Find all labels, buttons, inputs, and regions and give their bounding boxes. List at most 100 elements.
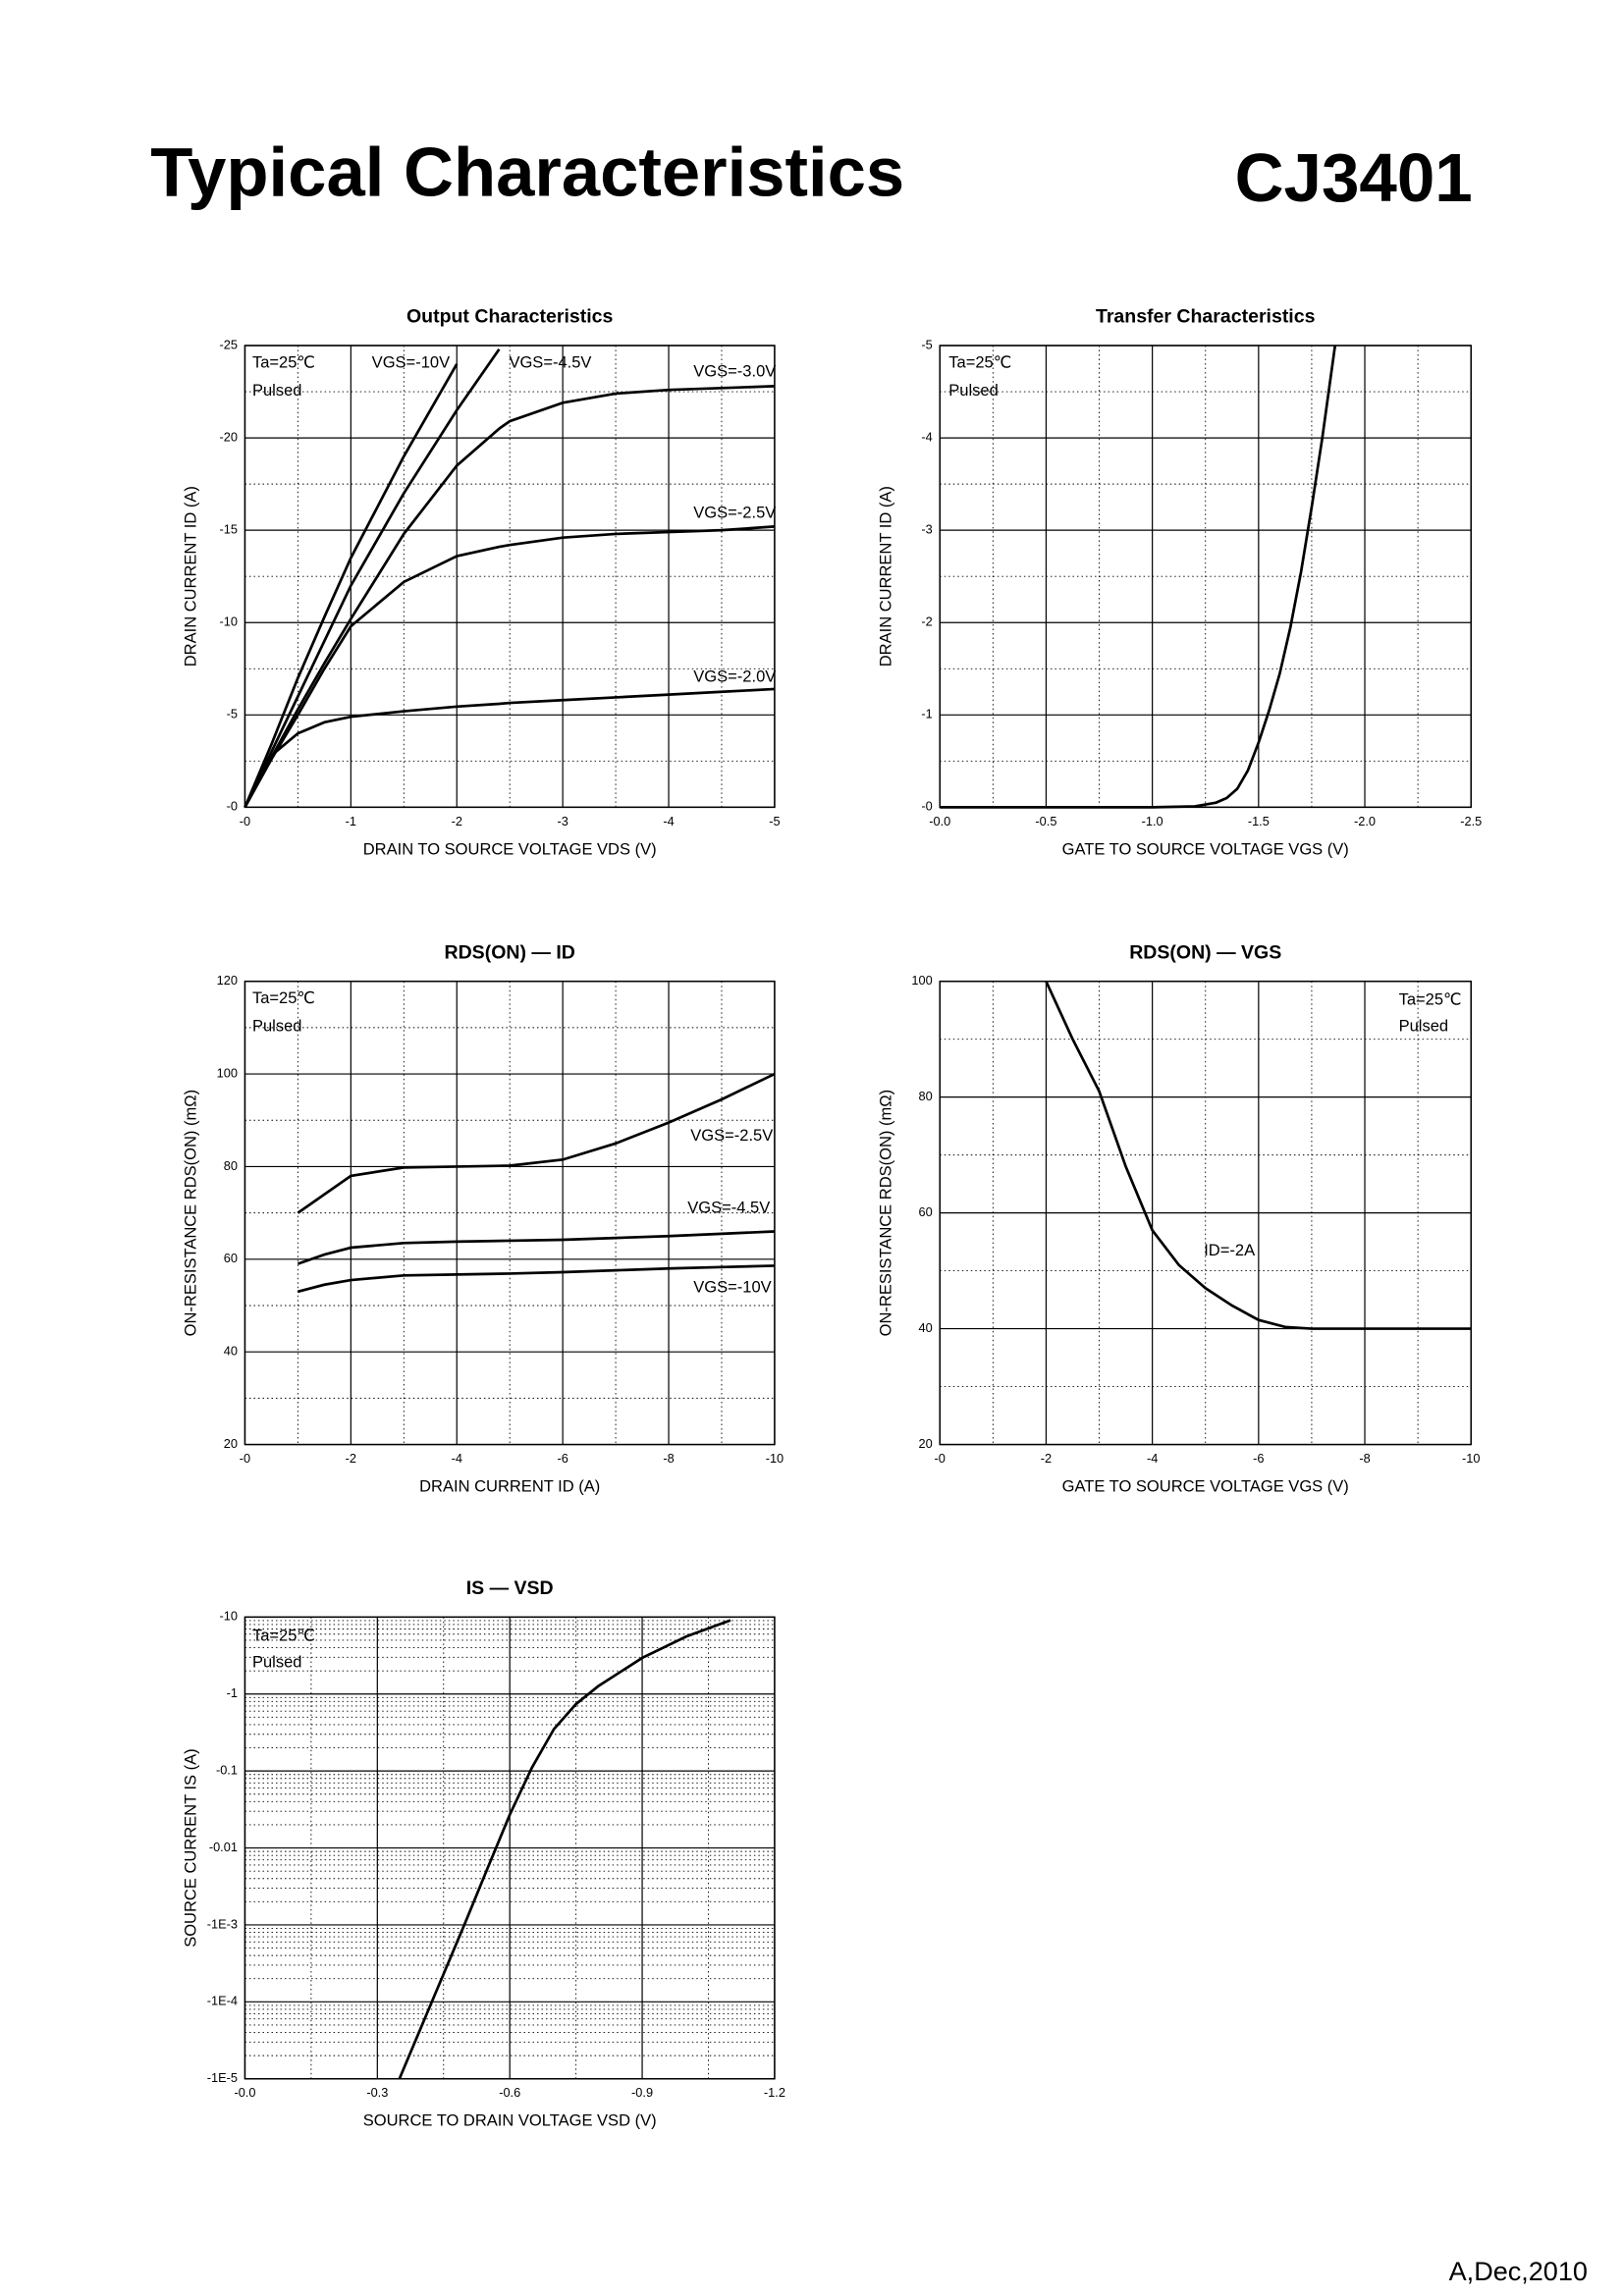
x-tick-label: -1 xyxy=(346,814,356,828)
x-tick-label: -10 xyxy=(1462,1451,1480,1466)
curve-label: VGS=-4.5V xyxy=(687,1198,770,1216)
x-tick-label: -0.5 xyxy=(1035,814,1056,828)
x-tick-label: -0.6 xyxy=(499,2085,520,2100)
x-tick-label: -0 xyxy=(240,814,250,828)
y-tick-label: -2 xyxy=(921,614,932,629)
x-tick-label: -0.0 xyxy=(234,2085,255,2100)
x-tick-label: -10 xyxy=(766,1451,784,1466)
annotation: Ta=25℃ xyxy=(252,352,315,371)
curve-label: VGS=-2.5V xyxy=(693,504,776,522)
data-line xyxy=(243,348,501,808)
y-tick-label: -1 xyxy=(921,707,932,721)
x-tick-label: -2 xyxy=(452,814,462,828)
curve-label: VGS=-2.0V xyxy=(693,667,776,685)
y-axis-label: DRAIN CURRENT ID (A) xyxy=(876,486,894,667)
x-tick-label: -2.0 xyxy=(1354,814,1376,828)
y-tick-label: -1E-4 xyxy=(207,1994,238,2008)
y-axis-label: DRAIN CURRENT ID (A) xyxy=(182,486,200,667)
x-tick-label: -4 xyxy=(1147,1451,1158,1466)
x-tick-label: -0 xyxy=(240,1451,250,1466)
x-tick-label: -3 xyxy=(557,814,568,828)
annotation: Pulsed xyxy=(252,1652,302,1671)
x-tick-label: -8 xyxy=(1359,1451,1370,1466)
y-tick-label: -10 xyxy=(219,614,237,629)
page-title: Typical Characteristics xyxy=(150,133,904,210)
y-tick-label: 20 xyxy=(919,1436,933,1451)
chart-title: Output Characteristics xyxy=(406,306,614,328)
x-tick-label: -6 xyxy=(557,1451,568,1466)
chart-title: IS — VSD xyxy=(466,1577,554,1599)
x-tick-label: -4 xyxy=(663,814,674,828)
plot-frame xyxy=(243,345,776,809)
revision-footer: A,Dec,2010 xyxy=(1449,2257,1588,2286)
data-line xyxy=(243,525,776,809)
curve-label: VGS=-4.5V xyxy=(509,352,591,371)
y-tick-label: 100 xyxy=(217,1065,238,1080)
curve-label: VGS=-10V xyxy=(372,352,450,371)
chart-title: RDS(ON) — ID xyxy=(445,941,575,963)
data-line xyxy=(243,687,776,808)
x-tick-label: -0 xyxy=(935,1451,946,1466)
y-tick-label: 100 xyxy=(911,973,932,988)
y-tick-label: -0.1 xyxy=(216,1763,238,1778)
x-axis-label: SOURCE TO DRAIN VOLTAGE VSD (V) xyxy=(363,2111,657,2130)
plot-frame xyxy=(939,980,1472,1446)
data-line xyxy=(297,1230,775,1265)
y-tick-label: -10 xyxy=(219,1609,237,1624)
curve-label: ID=-2A xyxy=(1204,1241,1255,1259)
y-axis-label: ON-RESISTANCE RDS(ON) (mΩ) xyxy=(182,1090,200,1337)
x-tick-label: -0.0 xyxy=(929,814,950,828)
y-tick-label: -4 xyxy=(921,429,932,444)
y-tick-label: -5 xyxy=(227,707,238,721)
data-line xyxy=(243,363,459,808)
y-tick-label: -1E-5 xyxy=(207,2070,238,2085)
x-tick-label: -8 xyxy=(663,1451,674,1466)
y-tick-label: 60 xyxy=(919,1204,933,1219)
x-tick-label: -6 xyxy=(1253,1451,1264,1466)
plot-frame xyxy=(939,345,1472,809)
annotation: Pulsed xyxy=(252,1017,302,1036)
y-tick-label: -20 xyxy=(219,429,237,444)
x-tick-label: -1.2 xyxy=(764,2085,785,2100)
x-tick-label: -2.5 xyxy=(1460,814,1482,828)
data-line xyxy=(398,1619,731,2080)
y-tick-label: 20 xyxy=(224,1436,238,1451)
x-axis-label: DRAIN CURRENT ID (A) xyxy=(419,1476,600,1495)
y-tick-label: -1E-3 xyxy=(207,1916,238,1931)
x-tick-label: -0.9 xyxy=(631,2085,653,2100)
y-tick-label: -15 xyxy=(219,522,237,537)
chart-title: RDS(ON) — VGS xyxy=(1129,941,1281,963)
x-tick-label: -1.0 xyxy=(1142,814,1163,828)
y-axis-label: SOURCE CURRENT IS (A) xyxy=(182,1748,200,1948)
y-tick-label: 60 xyxy=(224,1251,238,1265)
y-tick-label: -25 xyxy=(219,337,237,351)
y-tick-label: -5 xyxy=(921,337,932,351)
annotation: Ta=25℃ xyxy=(252,1626,315,1644)
data-line xyxy=(298,1264,775,1294)
x-axis-label: GATE TO SOURCE VOLTAGE VGS (V) xyxy=(1062,839,1349,858)
y-tick-label: -0 xyxy=(921,799,932,814)
part-number: CJ3401 xyxy=(1235,139,1473,216)
annotation: Ta=25℃ xyxy=(948,352,1011,371)
y-tick-label: -0.01 xyxy=(209,1840,238,1854)
y-tick-label: -0 xyxy=(227,799,238,814)
y-tick-label: 120 xyxy=(217,973,238,988)
annotation: Pulsed xyxy=(252,381,302,400)
annotation: Pulsed xyxy=(948,381,999,400)
data-line xyxy=(940,345,1337,809)
x-tick-label: -4 xyxy=(452,1451,462,1466)
x-axis-label: GATE TO SOURCE VOLTAGE VGS (V) xyxy=(1062,1476,1349,1495)
x-tick-label: -2 xyxy=(346,1451,356,1466)
annotation: Ta=25℃ xyxy=(252,988,315,1007)
annotation: Ta=25℃ xyxy=(1399,990,1462,1009)
y-tick-label: 40 xyxy=(224,1344,238,1359)
y-tick-label: 80 xyxy=(224,1158,238,1173)
x-tick-label: -1.5 xyxy=(1248,814,1270,828)
x-axis-label: DRAIN TO SOURCE VOLTAGE VDS (V) xyxy=(363,839,657,858)
curve-label: VGS=-10V xyxy=(693,1278,771,1297)
y-tick-label: 40 xyxy=(919,1320,933,1335)
x-tick-label: -0.3 xyxy=(366,2085,388,2100)
chart-title: Transfer Characteristics xyxy=(1096,306,1316,328)
